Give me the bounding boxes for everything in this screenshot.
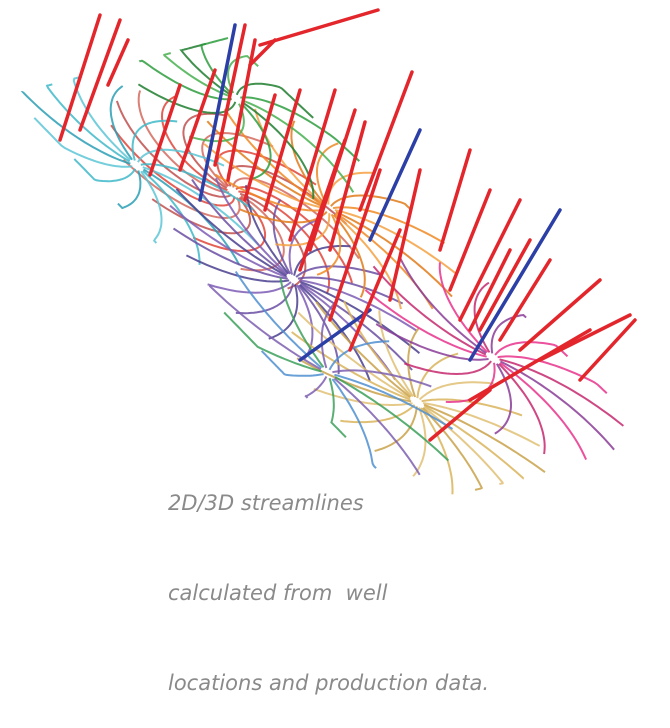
streamline xyxy=(47,84,130,161)
streamline xyxy=(404,361,491,374)
well-trajectory xyxy=(228,40,255,180)
caption-line: locations and production data. xyxy=(168,668,489,698)
caption: 2D/3D streamlines calculated from well l… xyxy=(168,428,489,728)
streamline xyxy=(408,328,418,397)
caption-line: calculated from well xyxy=(168,578,489,608)
streamline xyxy=(164,53,230,96)
caption-line: 2D/3D streamlines xyxy=(168,488,489,518)
well-trajectory xyxy=(470,210,560,360)
well-trajectory xyxy=(370,130,420,240)
streamline xyxy=(417,354,458,399)
well-trajectory xyxy=(440,150,470,250)
streamline xyxy=(500,363,586,460)
well-trajectory xyxy=(480,240,530,330)
well-trajectory xyxy=(460,200,520,320)
well-trajectory xyxy=(360,72,412,210)
streamline xyxy=(141,171,162,243)
well-trajectory xyxy=(260,10,378,45)
page: 2D/3D streamlines calculated from well l… xyxy=(0,0,670,521)
streamline xyxy=(296,266,380,277)
streamline xyxy=(305,377,326,398)
streamline xyxy=(74,77,130,161)
